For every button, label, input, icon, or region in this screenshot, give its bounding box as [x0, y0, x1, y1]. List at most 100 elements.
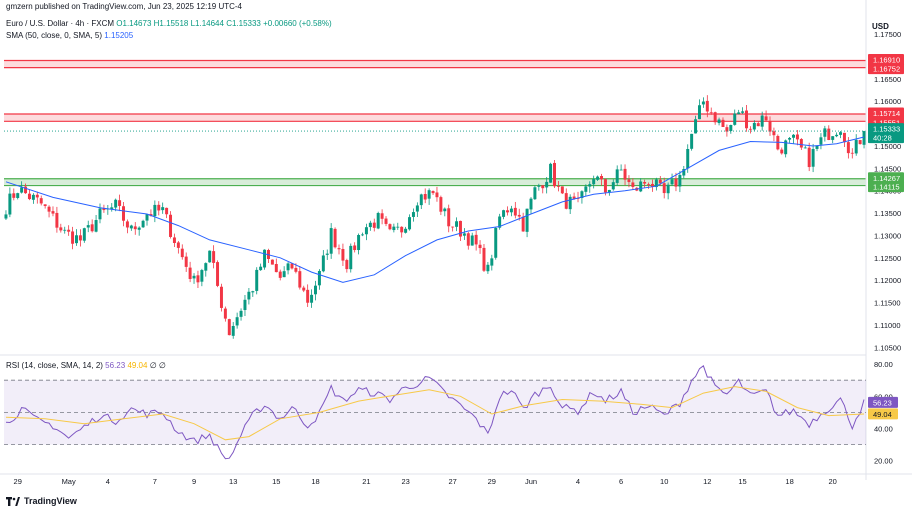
candle-body	[486, 264, 490, 272]
candle-body	[831, 136, 835, 140]
candle-body	[192, 275, 196, 279]
time-tick-label: 29	[488, 477, 496, 486]
candle-body	[227, 319, 231, 336]
time-tick-label: 23	[401, 477, 409, 486]
candle-body	[458, 220, 462, 237]
time-tick-label: 27	[448, 477, 456, 486]
candle-body	[682, 168, 686, 176]
candle-body	[717, 119, 721, 124]
published-caption: gmzern published on TradingView.com, Jun…	[6, 2, 242, 11]
rsi-value: 56.23	[105, 361, 126, 370]
rsi-sma-line	[5, 386, 865, 441]
candle-body	[86, 225, 90, 228]
candle-body	[842, 132, 846, 143]
candle-body	[780, 149, 784, 154]
time-tick-label: 29	[14, 477, 22, 486]
zone-top-badge-bg	[868, 107, 904, 119]
candle-body	[298, 271, 302, 288]
candle-body	[337, 248, 341, 250]
candle-body	[392, 226, 396, 231]
candle-body	[361, 234, 365, 236]
candle-body	[607, 189, 611, 193]
ohlc-high: H1.15518	[153, 19, 189, 28]
resistance-zone-1[interactable]	[4, 114, 866, 122]
candle-body	[423, 193, 427, 200]
price-tick-label: 1.13500	[874, 209, 901, 218]
candle-body	[580, 191, 584, 199]
rsi-sma-value: 49.04	[127, 361, 148, 370]
candle-body	[658, 179, 662, 184]
zone-top-badge-bg	[868, 54, 904, 66]
candle-body	[627, 179, 631, 183]
candle-body	[513, 207, 517, 216]
candle-body	[811, 149, 815, 167]
candle-body	[768, 120, 772, 132]
candle-body	[349, 245, 353, 270]
candle-body	[850, 152, 854, 154]
candle-body	[118, 200, 122, 206]
candle-body	[549, 163, 553, 183]
candle-body	[443, 208, 447, 212]
candle-body	[737, 112, 741, 115]
candle-body	[521, 216, 525, 232]
zone-bottom-badge-bg	[868, 181, 904, 193]
candle-body	[278, 271, 282, 278]
candle-body	[404, 228, 408, 233]
candle-body	[435, 192, 439, 198]
zone-top-badge: 1.16910	[873, 56, 900, 65]
price-tick-label: 1.11500	[874, 299, 901, 308]
time-tick-label: 13	[229, 477, 237, 486]
candle-body	[345, 260, 349, 270]
candle-body	[748, 128, 752, 130]
candle-body	[647, 184, 651, 185]
candle-body	[125, 221, 129, 228]
candle-body	[592, 179, 596, 185]
ohlc-change: +0.00660 (+0.58%)	[263, 19, 332, 28]
resistance-zone-0[interactable]	[4, 60, 866, 68]
candle-body	[623, 168, 627, 180]
candle-body	[568, 196, 572, 210]
candle-body	[239, 310, 243, 317]
candle-body	[204, 263, 208, 271]
zone-top-badge: 1.15714	[873, 109, 900, 118]
time-tick-label: 21	[362, 477, 370, 486]
candle-body	[353, 245, 357, 251]
candle-body	[553, 162, 556, 187]
candle-body	[157, 204, 161, 211]
candle-body	[372, 222, 376, 228]
candle-body	[114, 199, 118, 208]
candle-body	[153, 204, 157, 217]
footer-brand[interactable]: TradingView	[6, 496, 77, 506]
candle-body	[611, 182, 615, 190]
candle-body	[752, 122, 756, 130]
candle-body	[415, 205, 419, 212]
candle-body	[490, 258, 494, 266]
candle-body	[725, 127, 729, 132]
rsi-last-badge-bg	[868, 396, 898, 408]
candle-body	[133, 226, 137, 230]
candle-body	[541, 185, 545, 189]
candle-body	[835, 134, 839, 137]
support-zone-2[interactable]	[4, 178, 866, 186]
candle-body	[784, 140, 788, 155]
candle-body	[462, 233, 466, 236]
zone-top-badge-bg	[868, 172, 904, 184]
candle-body	[650, 183, 654, 187]
time-tick-label: 18	[311, 477, 319, 486]
candle-body	[721, 119, 725, 127]
candle-body	[537, 185, 541, 187]
candle-body	[47, 206, 51, 212]
candle-body	[431, 191, 435, 194]
time-tick-label: 15	[272, 477, 280, 486]
candle-body	[20, 187, 24, 193]
brand-name: TradingView	[24, 496, 77, 506]
candle-body	[846, 142, 850, 154]
candle-body	[141, 220, 145, 228]
candle-body	[756, 123, 760, 127]
candle-body	[505, 210, 509, 213]
tradingview-logo-icon	[6, 496, 20, 506]
candle-body	[259, 266, 263, 271]
candle-body	[788, 137, 792, 140]
candle-body	[451, 226, 455, 228]
